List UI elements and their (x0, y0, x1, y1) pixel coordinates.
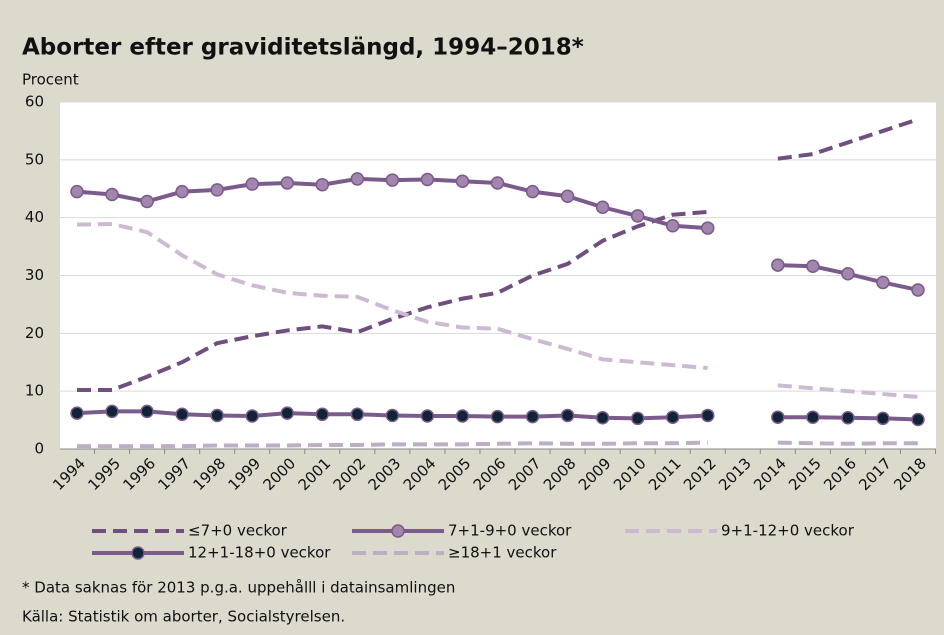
series-marker (876, 411, 890, 426)
series-marker (105, 404, 119, 419)
series-line (77, 117, 919, 393)
series-marker (350, 407, 365, 422)
legend-label: 7+1-9+0 veckor (448, 522, 572, 540)
series-marker (806, 410, 820, 424)
series-marker (841, 267, 855, 281)
y-tick-label: 40 (25, 208, 44, 226)
series-marker (771, 410, 785, 424)
y-tick-label: 50 (25, 150, 44, 168)
y-tick-label: 30 (25, 266, 44, 284)
series-line (76, 222, 919, 399)
footnote: * Data saknas för 2013 p.g.a. uppehålll … (22, 579, 455, 597)
series-marker (841, 411, 855, 425)
series-marker (876, 275, 890, 290)
series-marker (280, 176, 294, 190)
series-marker (175, 407, 189, 422)
series-marker (70, 406, 84, 420)
series-marker (210, 408, 224, 423)
series-marker (911, 283, 925, 297)
legend-marker (391, 524, 405, 538)
series-marker (455, 409, 470, 423)
series-marker (595, 200, 610, 215)
series-marker (630, 411, 645, 426)
series-marker (140, 404, 154, 419)
series-marker (665, 219, 680, 233)
legend-label: 9+1-12+0 veckor (721, 522, 855, 540)
legend-label: 12+1-18+0 veckor (188, 544, 331, 562)
series-marker (140, 194, 154, 209)
legend-label: ≤7+0 veckor (188, 522, 288, 540)
series-marker (455, 174, 470, 188)
series-marker (665, 410, 680, 424)
source: Källa: Statistik om aborter, Socialstyre… (22, 608, 345, 626)
series-marker (630, 209, 645, 223)
series-marker (806, 259, 820, 273)
y-axis-label: Procent (22, 71, 79, 89)
series-marker (70, 184, 84, 199)
series-marker (245, 177, 259, 191)
series-marker (175, 184, 189, 199)
legend-label: ≥18+1 veckor (448, 544, 557, 562)
y-tick-label: 0 (34, 440, 44, 458)
series-marker (315, 407, 330, 422)
series-marker (490, 176, 505, 190)
series-marker (771, 258, 785, 272)
series-line (77, 440, 918, 449)
y-tick-label: 10 (25, 382, 44, 400)
series-marker (701, 408, 715, 423)
series-marker (315, 177, 330, 192)
series-marker (595, 411, 610, 425)
series-marker (280, 406, 294, 420)
chart-title: Aborter efter graviditetslängd, 1994–201… (22, 35, 584, 61)
series-marker (525, 184, 540, 199)
y-tick-label: 20 (25, 324, 44, 342)
series-marker (105, 187, 119, 202)
series-marker (420, 172, 435, 187)
series-marker (911, 412, 925, 427)
series-marker (420, 409, 435, 423)
series-marker (385, 173, 400, 187)
series-marker (525, 409, 540, 424)
series-marker (350, 172, 365, 186)
legend-marker (131, 546, 145, 560)
series-marker (245, 409, 259, 423)
series-marker (385, 408, 400, 423)
series-marker (701, 221, 715, 235)
series-marker (210, 183, 224, 197)
series-marker (490, 409, 505, 424)
series-marker (560, 408, 575, 423)
y-tick-label: 60 (25, 93, 44, 111)
series-marker (560, 189, 575, 204)
